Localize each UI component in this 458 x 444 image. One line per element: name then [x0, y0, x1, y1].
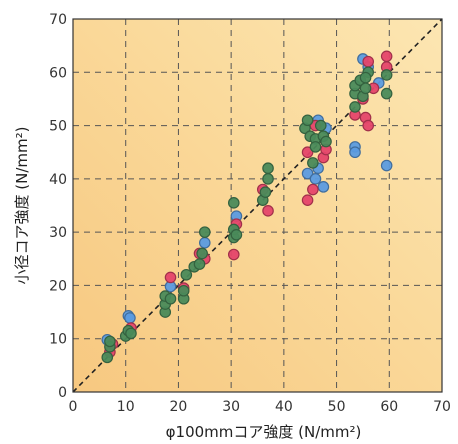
data-point	[380, 50, 393, 63]
data-point	[307, 183, 319, 196]
x-tick-label: 70	[433, 399, 451, 415]
x-tick-label: 40	[275, 399, 293, 415]
data-point	[230, 229, 243, 241]
data-point	[180, 268, 193, 281]
data-point	[380, 159, 393, 172]
x-tick-label: 0	[69, 399, 78, 415]
plot-frame	[72, 18, 443, 393]
y-tick-label: 30	[49, 225, 67, 241]
x-tick-label: 60	[380, 399, 398, 415]
data-point	[359, 82, 372, 95]
data-point	[262, 162, 274, 174]
x-tick-label: 20	[170, 399, 188, 415]
data-point	[309, 173, 322, 185]
data-point	[307, 157, 319, 169]
data-point	[177, 284, 190, 297]
x-tick-label: 50	[328, 399, 346, 415]
data-point	[380, 87, 393, 100]
data-point	[198, 237, 211, 249]
y-tick-label: 50	[49, 119, 67, 135]
x-tick-label: 10	[117, 399, 135, 415]
y-tick-label: 60	[49, 65, 67, 81]
data-point	[198, 226, 211, 238]
data-point	[259, 186, 272, 198]
data-point	[380, 69, 393, 81]
data-point	[124, 312, 136, 324]
data-point	[227, 248, 240, 261]
data-point	[359, 71, 372, 84]
y-axis-title: 小径コア強度 (N/mm²)	[13, 127, 31, 285]
data-point	[301, 194, 314, 206]
data-point	[320, 135, 332, 148]
data-point	[309, 141, 322, 153]
data-point	[362, 119, 374, 132]
y-tick-label: 0	[58, 385, 67, 401]
data-point	[362, 55, 374, 68]
data-point	[164, 271, 177, 284]
y-tick-label: 70	[49, 12, 67, 28]
y-tick-label: 10	[49, 332, 67, 348]
x-axis-title: φ100mmコア強度 (N/mm²)	[166, 423, 362, 441]
data-point	[227, 197, 240, 209]
reference-diagonal-line	[72, 18, 443, 393]
data-point	[349, 146, 361, 159]
data-point	[301, 114, 314, 127]
point-series	[101, 66, 393, 364]
data-point	[314, 119, 327, 132]
data-point	[101, 351, 114, 364]
data-point	[164, 292, 177, 305]
x-axis-ticks: 0 10 20 30 40 50 60 70	[69, 399, 451, 415]
y-axis-ticks: 0 10 20 30 40 50 60 70	[49, 12, 67, 401]
data-point	[349, 101, 361, 113]
data-point	[196, 247, 208, 260]
x-tick-label: 30	[222, 399, 240, 415]
data-point	[125, 327, 137, 340]
data-point	[301, 146, 314, 159]
y-tick-label: 20	[49, 278, 67, 294]
data-points	[101, 50, 393, 364]
data-point	[317, 181, 330, 193]
data-point	[104, 335, 116, 348]
data-point	[262, 205, 274, 217]
data-point	[301, 167, 314, 180]
data-point	[262, 173, 274, 185]
data-point	[193, 258, 206, 270]
y-tick-label: 40	[49, 172, 67, 188]
